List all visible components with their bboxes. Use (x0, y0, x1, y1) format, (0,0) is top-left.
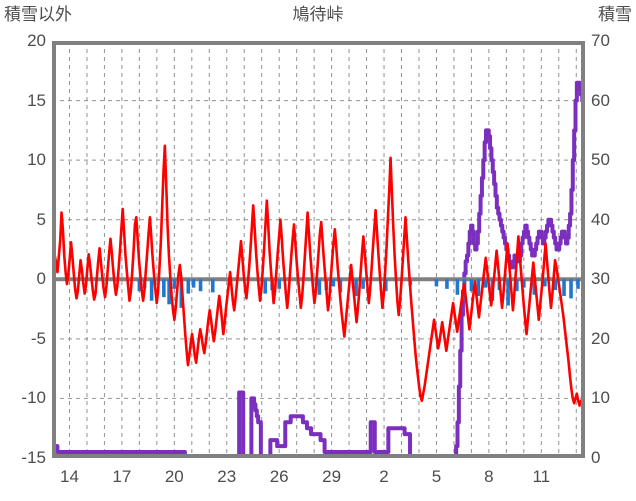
right-tick-label: 10 (591, 388, 610, 408)
chart-title: 鳩待峠 (292, 5, 344, 24)
x-tick-label: 20 (164, 467, 184, 486)
precipitation-bar (469, 279, 474, 292)
left-tick-label: 5 (36, 209, 46, 229)
x-tick-label: 5 (431, 467, 442, 486)
right-tick-label: 60 (591, 90, 610, 110)
precipitation-bar (162, 279, 166, 298)
right-tick-label: 40 (591, 209, 610, 229)
precipitation-bar (515, 279, 519, 292)
precipitation-bar (149, 279, 154, 301)
precipitation-bar (186, 279, 191, 294)
x-tick-label: 11 (532, 467, 551, 486)
precipitation-bar (553, 279, 558, 291)
precipitation-bar (361, 279, 365, 289)
x-tick-label: 8 (484, 467, 494, 486)
x-tick-label: 2 (379, 467, 389, 486)
precipitation-bar (137, 279, 142, 292)
right-tick-label: 0 (591, 448, 601, 467)
precipitation-bar (483, 279, 488, 288)
precipitation-bar (277, 279, 281, 289)
precipitation-bar (506, 279, 510, 306)
precipitation-bar (455, 279, 460, 295)
precipitation-bar (383, 279, 388, 292)
precipitation-bar (562, 279, 566, 296)
left-tick-label: -10 (21, 388, 46, 408)
plot-area (52, 41, 585, 458)
left-tick-label: 10 (27, 150, 46, 170)
precipitation-bar (522, 279, 526, 288)
precipitation-bar (210, 279, 215, 293)
precipitation-bar (167, 279, 171, 305)
chart-svg (52, 41, 585, 458)
precipitation-bar (198, 279, 203, 292)
right-tick-label: 30 (591, 269, 610, 289)
left-axis-unit-label: 積雪以外 (4, 5, 72, 24)
precipitation-bar (317, 279, 322, 295)
precipitation-bar (532, 279, 537, 295)
right-tick-label: 20 (591, 328, 610, 348)
precipitation-bar (434, 279, 439, 287)
right-axis-unit-label: 積雪 (598, 5, 632, 24)
left-tick-label: 15 (27, 90, 46, 110)
precipitation-bar (543, 279, 547, 287)
precipitation-bar (172, 279, 177, 289)
precipitation-bar (569, 279, 573, 299)
snow-depth-line (52, 80, 585, 458)
x-tick-label: 26 (269, 467, 289, 486)
precipitation-bar (263, 279, 267, 294)
left-tick-label: -15 (21, 448, 46, 467)
precipitation-bar (354, 279, 358, 296)
x-tick-label: 23 (217, 467, 237, 486)
precipitation-bar (331, 279, 336, 287)
precipitation-bar (476, 279, 481, 296)
left-tick-label: -5 (30, 328, 46, 348)
precipitation-bar (191, 279, 196, 288)
precipitation-bar (445, 279, 449, 289)
right-tick-label: 50 (591, 150, 610, 170)
left-tick-label: 0 (36, 269, 46, 289)
precipitation-bar (576, 279, 580, 289)
x-tick-label: 29 (322, 467, 342, 486)
x-tick-label: 17 (112, 467, 132, 486)
x-tick-label: 14 (60, 467, 79, 486)
right-tick-label: 70 (591, 31, 610, 50)
temperature-line (52, 144, 585, 412)
left-tick-label: 20 (27, 31, 46, 50)
